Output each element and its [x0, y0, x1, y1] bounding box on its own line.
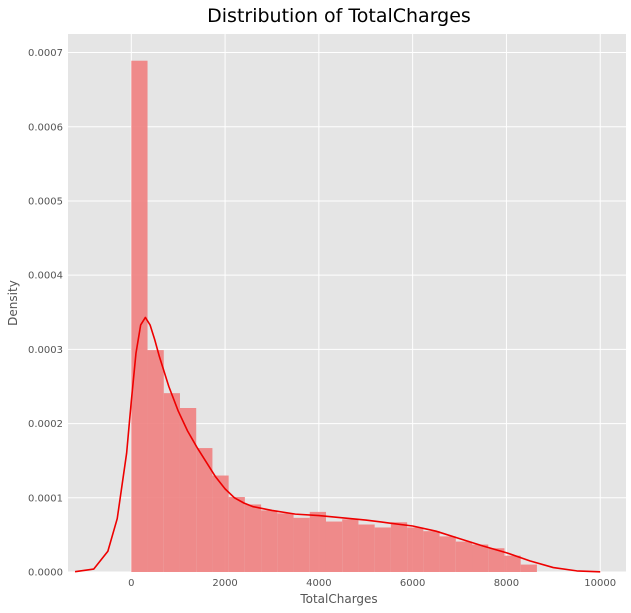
y-tick-label: 0.0000: [28, 568, 63, 579]
x-axis-title: TotalCharges: [299, 592, 377, 606]
histogram-bar: [131, 60, 148, 573]
histogram-bar: [423, 531, 440, 572]
histogram-bar: [325, 521, 343, 572]
x-tick-label: 4000: [306, 578, 331, 589]
y-tick-label: 0.0006: [28, 122, 63, 133]
histogram-bar: [163, 393, 180, 572]
histogram-bar: [212, 475, 229, 572]
y-tick-label: 0.0005: [28, 196, 63, 207]
kde-curve-layer: [74, 316, 601, 573]
histogram-bars: [131, 60, 537, 573]
histogram-bar: [309, 511, 326, 572]
histogram-bar: [196, 448, 213, 572]
histogram-bar: [277, 513, 294, 572]
histogram-bar: [504, 555, 521, 572]
histogram-bar: [407, 527, 424, 572]
histogram-bar: [488, 548, 505, 572]
kde-curve: [74, 316, 601, 573]
x-tick-label: 6000: [400, 578, 425, 589]
histogram-bar: [520, 564, 537, 572]
tick-labels: 0 2000 4000 6000 8000 10000 0.0000 0.0001 0.0002…: [28, 48, 616, 589]
y-tick-label: 0.0003: [28, 345, 63, 356]
y-tick-label: 0.0001: [28, 493, 63, 504]
chart-title: Distribution of TotalCharges: [207, 5, 471, 27]
histogram-bar: [390, 522, 408, 572]
y-axis-title: Density: [6, 280, 20, 326]
histogram-bar: [374, 527, 391, 572]
histogram-bar: [179, 408, 197, 572]
histogram-bar: [147, 350, 164, 572]
x-tick-label: 10000: [584, 578, 616, 589]
histogram-bar: [472, 544, 489, 572]
x-tick-label: 2000: [212, 578, 237, 589]
x-tick-label: 8000: [494, 578, 519, 589]
histogram-bar: [358, 524, 375, 572]
histogram-bar: [261, 510, 278, 572]
histogram-bar: [228, 497, 245, 572]
histogram-bar: [439, 536, 456, 572]
histogram-bar: [244, 504, 262, 572]
y-tick-label: 0.0004: [28, 271, 63, 282]
histogram-bar: [293, 517, 310, 572]
y-tick-label: 0.0002: [28, 419, 63, 430]
x-tick-label: 0: [128, 578, 134, 589]
histogram-bar: [342, 519, 359, 572]
histogram-bar: [455, 541, 473, 572]
y-tick-label: 0.0007: [28, 48, 63, 59]
